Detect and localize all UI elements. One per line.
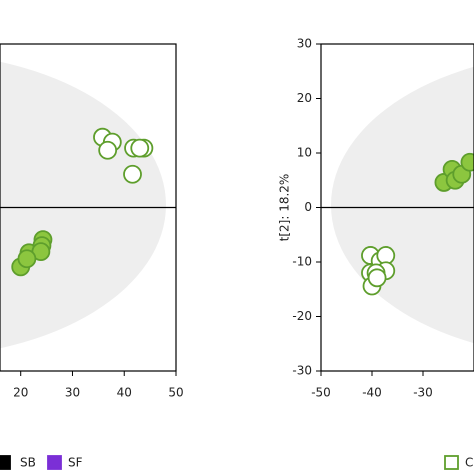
- data-point: [460, 152, 474, 172]
- legend-swatch: [0, 455, 11, 470]
- confidence-ellipse: [0, 61, 166, 349]
- data-point: [123, 164, 142, 184]
- y-tick-label: -10: [292, 255, 312, 269]
- data-point: [17, 249, 37, 269]
- x-tick-label: 30: [65, 386, 80, 400]
- legend-swatch: [47, 455, 62, 470]
- confidence-ellipse: [331, 66, 474, 344]
- y-tick-label: 20: [297, 91, 312, 105]
- legend-label: C: [465, 456, 473, 470]
- x-tick-label: 20: [13, 386, 28, 400]
- y-tick-label: 10: [297, 146, 312, 160]
- x-tick-label: -30: [413, 386, 433, 400]
- y-axis-label: t[2]: 18.2%: [278, 174, 292, 242]
- plot-frame: [0, 43, 177, 372]
- plot-area: [0, 127, 176, 277]
- x-tick-label: 50: [168, 386, 183, 400]
- y-tick-label: -30: [292, 364, 312, 378]
- plot-area: [321, 152, 474, 296]
- legend-label: SB: [20, 456, 36, 470]
- legend-swatch: [444, 455, 459, 470]
- y-tick-label: 30: [297, 37, 312, 51]
- data-point: [98, 140, 118, 160]
- x-tick-label: 40: [117, 386, 132, 400]
- x-tick-label: -50: [311, 386, 331, 400]
- data-point: [130, 138, 150, 158]
- data-point: [367, 268, 387, 288]
- legend-label: SF: [68, 456, 83, 470]
- x-tick-label: -40: [362, 386, 382, 400]
- y-tick-label: 0: [304, 200, 312, 214]
- y-tick-label: -20: [292, 309, 312, 323]
